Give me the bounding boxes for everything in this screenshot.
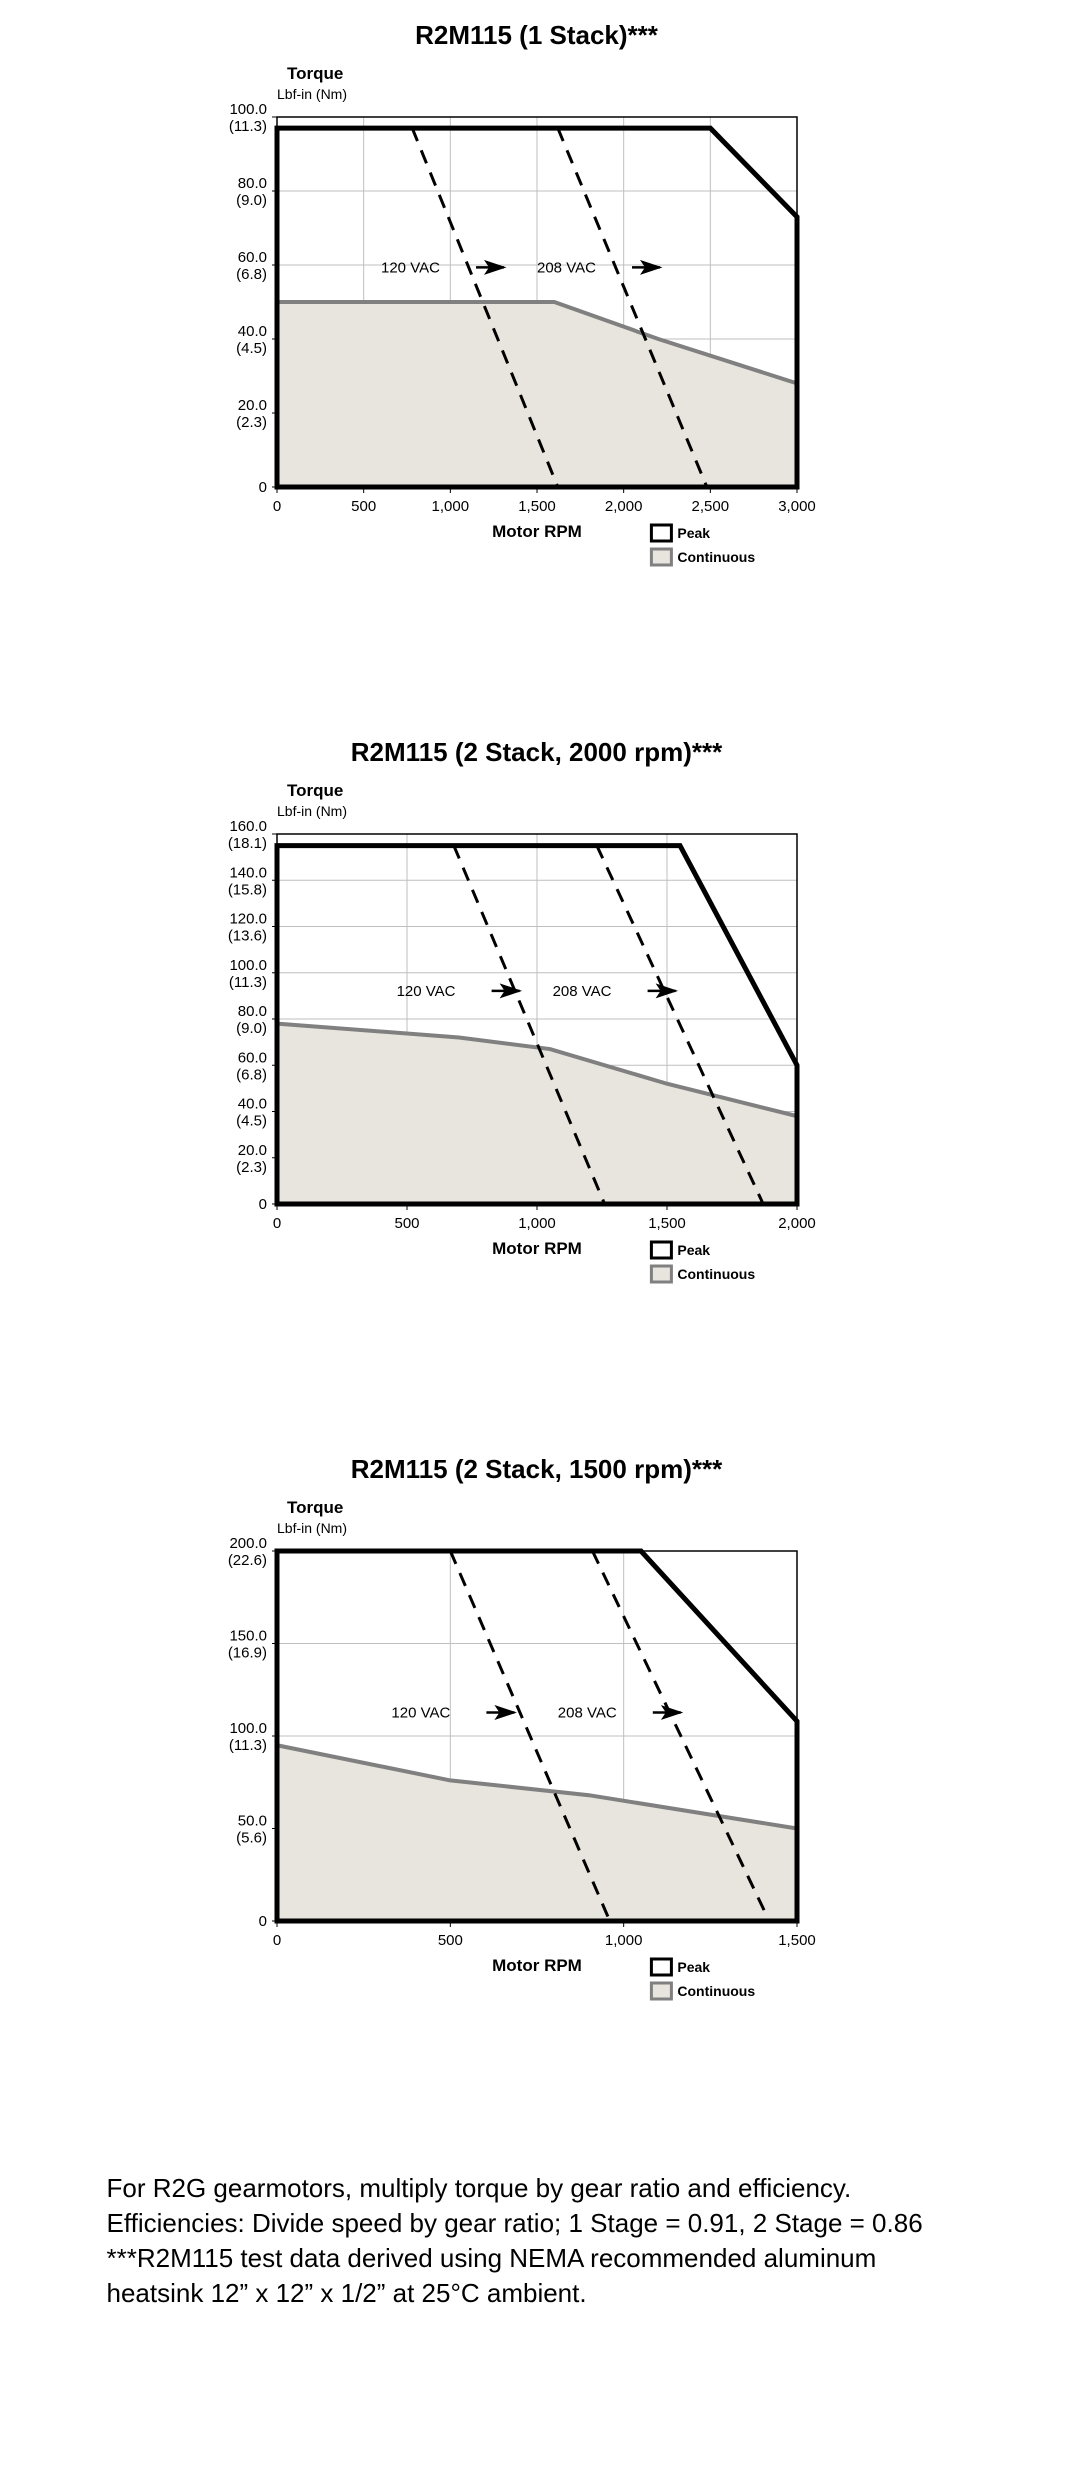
svg-text:200.0: 200.0 (229, 1535, 267, 1552)
svg-text:500: 500 (394, 1215, 419, 1232)
svg-text:(13.6): (13.6) (227, 928, 266, 945)
svg-text:120.0: 120.0 (229, 911, 267, 928)
chart-title: R2M115 (2 Stack, 2000 rpm)*** (187, 737, 887, 768)
svg-text:60.0: 60.0 (237, 249, 266, 266)
svg-text:50.0: 50.0 (237, 1813, 266, 1830)
svg-text:Motor RPM: Motor RPM (492, 1239, 582, 1258)
svg-text:(22.6): (22.6) (227, 1552, 266, 1569)
svg-text:0: 0 (258, 1196, 266, 1213)
svg-text:Continuous: Continuous (677, 1266, 755, 1282)
svg-text:(18.1): (18.1) (227, 835, 266, 852)
svg-text:Lbf-in (Nm): Lbf-in (Nm) (277, 1520, 347, 1536)
torque-chart: R2M115 (2 Stack, 1500 rpm)*** 0 50.0(5.6)… (187, 1454, 887, 2031)
svg-text:Motor RPM: Motor RPM (492, 522, 582, 541)
svg-text:(16.9): (16.9) (227, 1645, 266, 1662)
svg-text:500: 500 (437, 1932, 462, 1949)
svg-text:0: 0 (258, 479, 266, 496)
svg-text:Peak: Peak (677, 1242, 710, 1258)
svg-text:140.0: 140.0 (229, 864, 267, 881)
svg-text:80.0: 80.0 (237, 1003, 266, 1020)
svg-text:500: 500 (351, 498, 376, 515)
svg-text:40.0: 40.0 (237, 1096, 266, 1113)
svg-text:(2.3): (2.3) (236, 1159, 267, 1176)
svg-text:20.0: 20.0 (237, 1142, 266, 1159)
svg-text:Torque: Torque (287, 1498, 343, 1517)
svg-text:0: 0 (258, 1913, 266, 1930)
svg-text:0: 0 (272, 1932, 280, 1949)
svg-text:Continuous: Continuous (677, 549, 755, 565)
svg-text:100.0: 100.0 (229, 1720, 267, 1737)
svg-text:Lbf-in (Nm): Lbf-in (Nm) (277, 803, 347, 819)
svg-text:1,000: 1,000 (518, 1215, 556, 1232)
svg-text:(11.3): (11.3) (228, 1737, 266, 1754)
svg-text:100.0: 100.0 (229, 101, 267, 118)
svg-text:Torque: Torque (287, 781, 343, 800)
svg-text:160.0: 160.0 (229, 818, 267, 835)
svg-text:Continuous: Continuous (677, 1983, 755, 1999)
svg-text:208 VAC: 208 VAC (537, 259, 596, 276)
svg-text:1,500: 1,500 (778, 1932, 816, 1949)
svg-text:80.0: 80.0 (237, 175, 266, 192)
svg-text:(6.8): (6.8) (236, 266, 267, 283)
svg-text:120 VAC: 120 VAC (396, 983, 455, 1000)
svg-text:(4.5): (4.5) (236, 1113, 267, 1130)
footnotes: For R2G gearmotors, multiply torque by g… (107, 2171, 967, 2311)
svg-text:1,000: 1,000 (431, 498, 469, 515)
svg-text:Peak: Peak (677, 525, 710, 541)
svg-text:1,500: 1,500 (518, 498, 556, 515)
svg-text:(11.3): (11.3) (228, 118, 266, 135)
torque-chart: R2M115 (2 Stack, 2000 rpm)*** 0 20.0(2.3)… (187, 737, 887, 1314)
footnote-line: ***R2M115 test data derived using NEMA r… (107, 2241, 967, 2311)
svg-text:2,000: 2,000 (778, 1215, 816, 1232)
svg-text:120 VAC: 120 VAC (381, 259, 440, 276)
svg-text:100.0: 100.0 (229, 957, 267, 974)
svg-text:208 VAC: 208 VAC (552, 983, 611, 1000)
torque-chart: R2M115 (1 Stack)*** 0 20.0(2.3) 40.0(4.5) 6… (187, 20, 887, 597)
svg-text:208 VAC: 208 VAC (557, 1705, 616, 1722)
svg-text:(9.0): (9.0) (236, 1020, 267, 1037)
svg-text:20.0: 20.0 (237, 397, 266, 414)
svg-text:150.0: 150.0 (229, 1628, 267, 1645)
svg-text:40.0: 40.0 (237, 323, 266, 340)
svg-text:(6.8): (6.8) (236, 1066, 267, 1083)
svg-text:60.0: 60.0 (237, 1049, 266, 1066)
svg-text:(5.6): (5.6) (236, 1830, 267, 1847)
svg-text:0: 0 (272, 498, 280, 515)
svg-text:(11.3): (11.3) (228, 974, 266, 991)
footnote-line: Efficiencies: Divide speed by gear ratio… (107, 2206, 967, 2241)
svg-text:Torque: Torque (287, 64, 343, 83)
svg-text:2,500: 2,500 (691, 498, 729, 515)
chart-title: R2M115 (1 Stack)*** (187, 20, 887, 51)
svg-text:0: 0 (272, 1215, 280, 1232)
svg-text:Motor RPM: Motor RPM (492, 1956, 582, 1975)
svg-text:2,000: 2,000 (604, 498, 642, 515)
chart-title: R2M115 (2 Stack, 1500 rpm)*** (187, 1454, 887, 1485)
footnote-line: For R2G gearmotors, multiply torque by g… (107, 2171, 967, 2206)
svg-text:(15.8): (15.8) (227, 881, 266, 898)
svg-text:(9.0): (9.0) (236, 192, 267, 209)
svg-text:Lbf-in (Nm): Lbf-in (Nm) (277, 86, 347, 102)
svg-text:3,000: 3,000 (778, 498, 816, 515)
svg-text:1,000: 1,000 (604, 1932, 642, 1949)
svg-text:Peak: Peak (677, 1959, 710, 1975)
svg-text:(4.5): (4.5) (236, 340, 267, 357)
svg-text:(2.3): (2.3) (236, 414, 267, 431)
svg-text:120 VAC: 120 VAC (391, 1705, 450, 1722)
svg-text:1,500: 1,500 (648, 1215, 686, 1232)
